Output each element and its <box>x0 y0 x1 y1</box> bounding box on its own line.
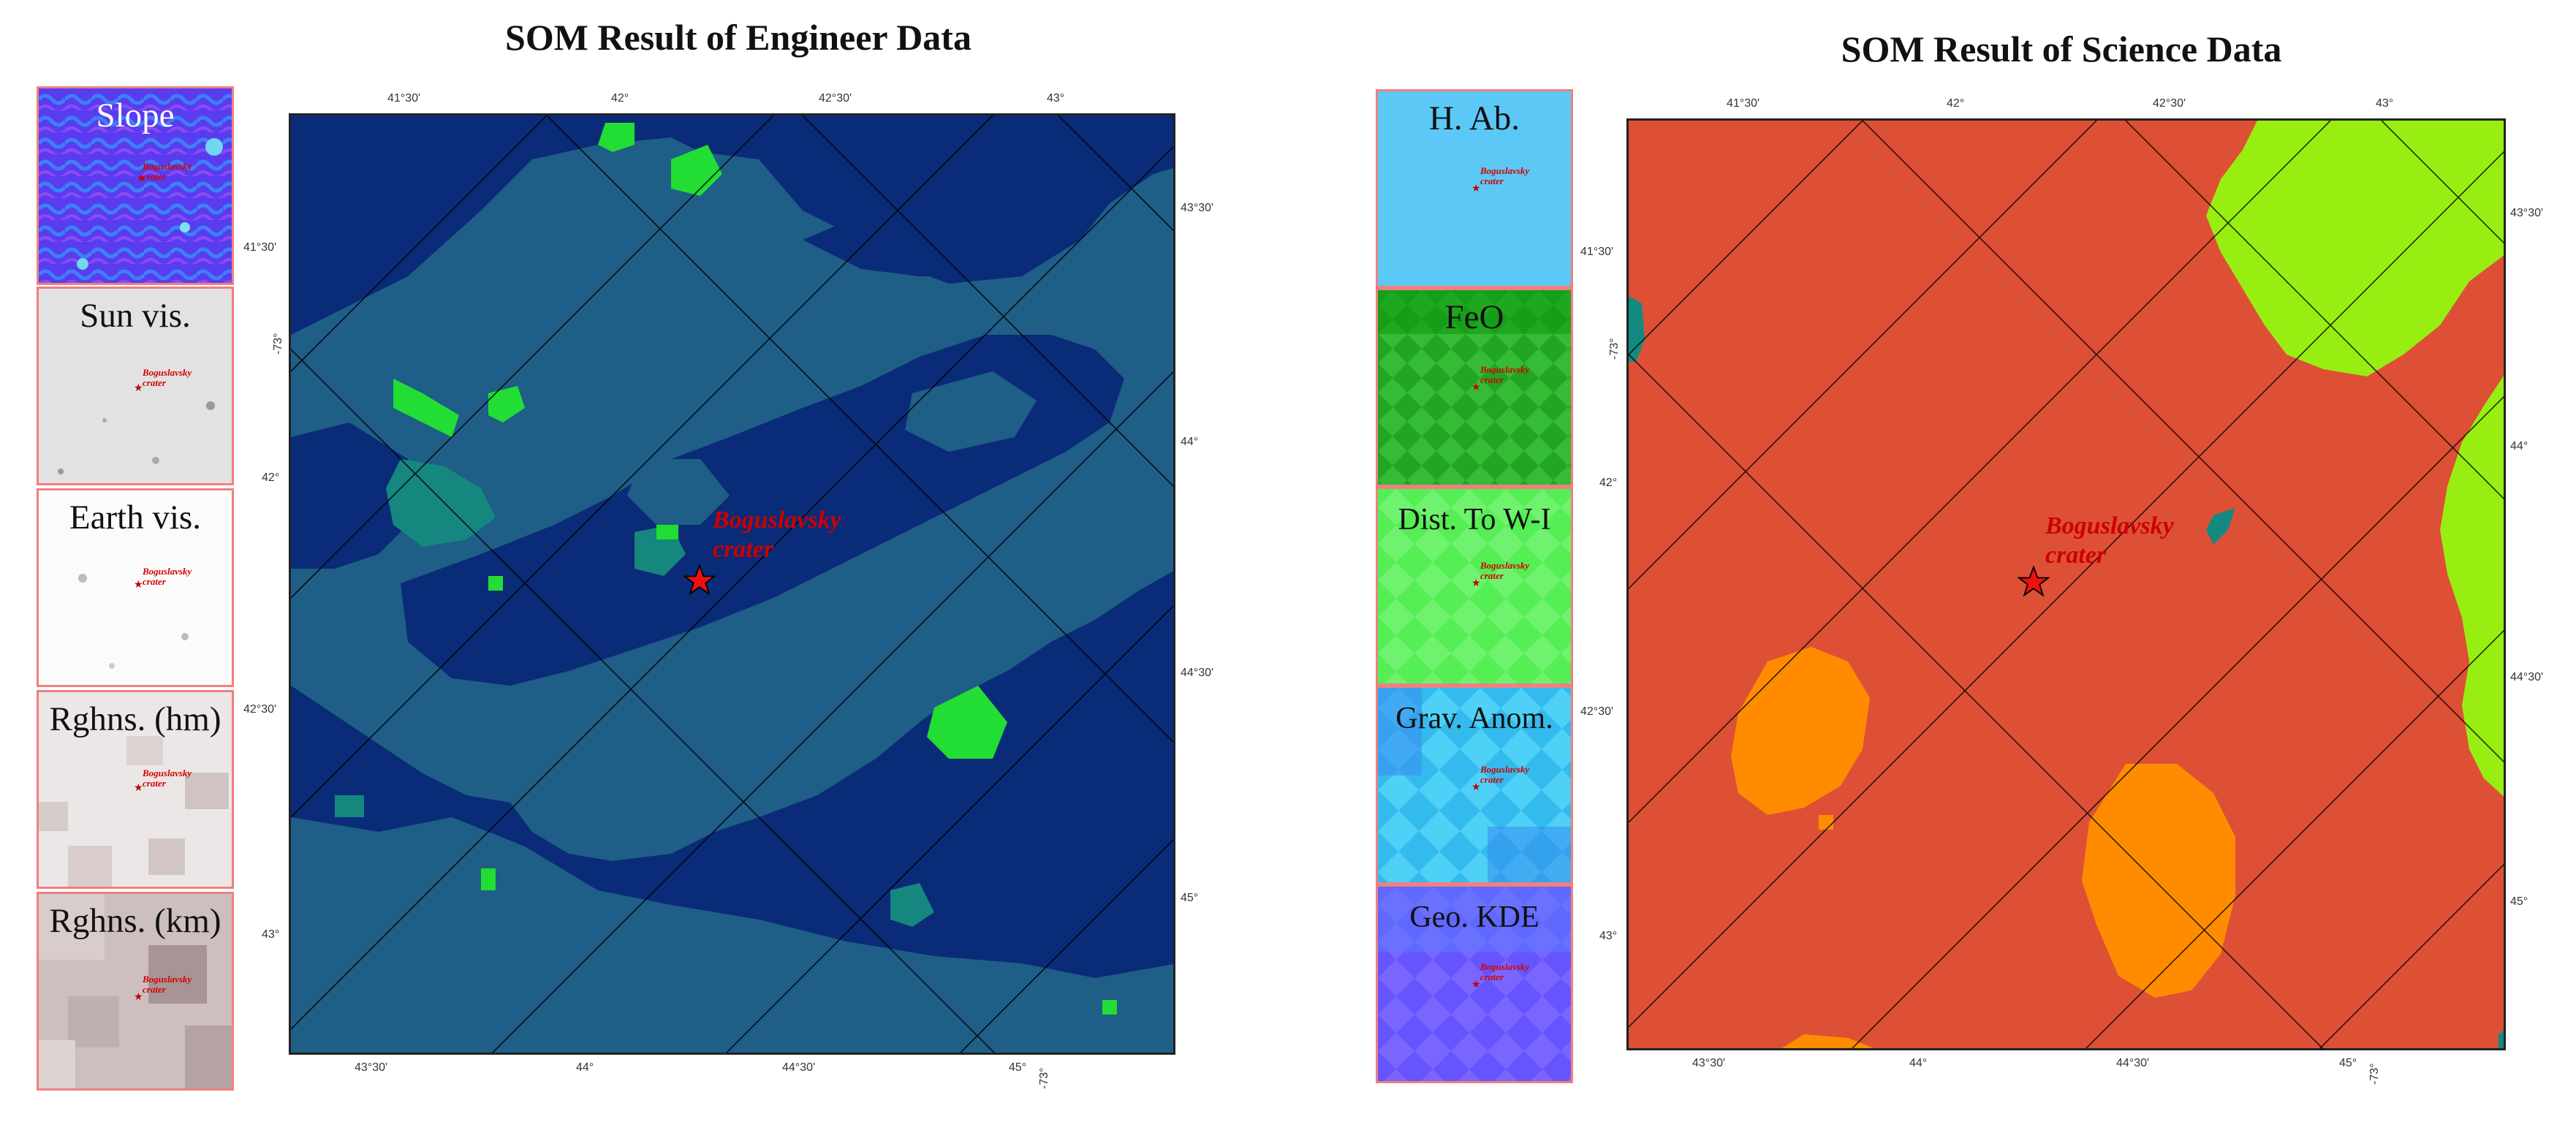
thumbnail-crater-label: Boguslavsky crater <box>1480 764 1530 785</box>
tick-bottom: 44° <box>576 1061 594 1074</box>
tick-left: 42°30' <box>1580 705 1614 718</box>
thumbnail-label: Dist. To W-I <box>1398 503 1551 537</box>
thumbnail-label: Slope <box>96 96 175 134</box>
crater-star-icon <box>2018 566 2050 597</box>
science-clusters <box>1629 121 2504 1048</box>
feo-texture <box>1378 290 1571 485</box>
earth-vis-texture <box>78 574 189 669</box>
tick-left: 43° <box>1599 930 1618 942</box>
tick-right: 44°30' <box>1181 667 1214 679</box>
tick-bottom: 44° <box>1909 1057 1928 1069</box>
tick-top: 42°30' <box>2153 97 2186 110</box>
tick-bottom: 44°30' <box>2116 1057 2150 1069</box>
tick-left: -73° <box>1608 338 1621 360</box>
tick-right: 44°30' <box>2510 671 2544 683</box>
thumbnail-roughness-hm: Rghns. (hm) ★ Boguslavsky crater <box>37 690 234 889</box>
crater-marker-icon: ★ <box>1471 979 1481 990</box>
tick-bottom: 43°30' <box>355 1061 388 1074</box>
slope-texture <box>39 88 232 283</box>
engineer-som-map[interactable] <box>289 113 1175 1055</box>
tick-left: 41°30' <box>243 241 277 254</box>
tick-right: 44° <box>1181 436 1199 448</box>
tick-top: 41°30' <box>387 92 421 105</box>
thumbnail-crater-label: Boguslavsky crater <box>143 161 192 182</box>
crater-marker-icon: ★ <box>1471 382 1481 393</box>
engineer-panel-title: SOM Result of Engineer Data <box>505 17 971 58</box>
thumbnail-slope: Slope ★ Boguslavsky crater <box>37 86 234 285</box>
thumbnail-gravity-anomaly: Grav. Anom. ★ Boguslavsky crater <box>1376 686 1573 884</box>
thumbnail-label: Sun vis. <box>80 297 191 335</box>
crater-marker-icon: ★ <box>134 383 143 394</box>
distance-texture <box>1378 489 1571 683</box>
sun-vis-texture <box>58 401 215 474</box>
thumbnail-label: Geo. KDE <box>1409 901 1539 934</box>
tick-bottom: -73° <box>1038 1067 1050 1089</box>
tick-right: 45° <box>2510 895 2528 908</box>
tick-right: 45° <box>1181 892 1199 904</box>
thumbnail-label: Rghns. (km) <box>49 902 221 940</box>
tick-left: 42°30' <box>243 703 277 716</box>
tick-top: 43° <box>1047 92 1065 105</box>
thumbnail-crater-label: Boguslavsky crater <box>1480 165 1530 186</box>
thumbnail-label: H. Ab. <box>1428 99 1520 137</box>
crater-label: Boguslavsky crater <box>713 507 841 563</box>
tick-top: 41°30' <box>1727 97 1760 110</box>
tick-bottom: 45° <box>2339 1057 2357 1069</box>
tick-bottom: 44°30' <box>782 1061 816 1074</box>
tick-left: 42° <box>262 471 280 484</box>
tick-bottom: 45° <box>1009 1061 1027 1074</box>
tick-right: 43°30' <box>2510 207 2544 219</box>
thumbnail-crater-label: Boguslavsky crater <box>143 566 192 587</box>
roughness-hm-texture <box>39 736 229 887</box>
tick-top: 42°30' <box>819 92 852 105</box>
tick-right: 44° <box>2510 440 2528 452</box>
thumbnail-hydrogen-abundance: H. Ab. ★ Boguslavsky crater <box>1376 89 1573 288</box>
tick-top: 43° <box>2376 97 2394 110</box>
thumbnail-geo-kde: Geo. KDE ★ Boguslavsky crater <box>1376 884 1573 1083</box>
crater-marker-icon: ★ <box>1471 782 1481 793</box>
thumbnail-crater-label: Boguslavsky crater <box>1480 560 1530 581</box>
roughness-km-texture <box>39 894 232 1088</box>
tick-top: 42° <box>1947 97 1965 110</box>
tick-left: 43° <box>262 928 280 941</box>
engineer-clusters <box>291 115 1173 1053</box>
crater-star-icon <box>683 564 716 596</box>
tick-left: 42° <box>1599 477 1618 489</box>
gravity-texture <box>1378 688 1571 882</box>
tick-top: 42° <box>611 92 629 105</box>
crater-marker-icon: ★ <box>1471 183 1481 194</box>
crater-label: Boguslavsky crater <box>2045 512 2174 569</box>
thumbnail-crater-label: Boguslavsky crater <box>1480 961 1530 982</box>
crater-marker-icon: ★ <box>137 173 146 184</box>
crater-marker-icon: ★ <box>134 580 143 591</box>
tick-left: -73° <box>272 333 284 355</box>
thumbnail-feo: FeO ★ Boguslavsky crater <box>1376 288 1573 487</box>
thumbnail-crater-label: Boguslavsky crater <box>143 367 192 388</box>
tick-bottom: -73° <box>2368 1063 2381 1085</box>
thumbnail-earth-visibility: Earth vis. ★ Boguslavsky crater <box>37 488 234 687</box>
thumbnail-distance-to-wi: Dist. To W-I ★ Boguslavsky crater <box>1376 487 1573 686</box>
tick-bottom: 43°30' <box>1692 1057 1726 1069</box>
thumbnail-label: Earth vis. <box>69 499 202 537</box>
thumbnail-sun-visibility: Sun vis. ★ Boguslavsky crater <box>37 287 234 485</box>
science-som-map[interactable] <box>1626 118 2506 1050</box>
tick-left: 41°30' <box>1580 246 1614 258</box>
science-panel-title: SOM Result of Science Data <box>1841 29 2282 69</box>
thumbnail-label: Grav. Anom. <box>1395 702 1553 735</box>
thumbnail-roughness-km: Rghns. (km) ★ Boguslavsky crater <box>37 892 234 1091</box>
thumbnail-crater-label: Boguslavsky crater <box>143 767 192 789</box>
kde-texture <box>1378 887 1571 1081</box>
thumbnail-label: FeO <box>1444 298 1504 336</box>
thumbnail-crater-label: Boguslavsky crater <box>143 974 192 995</box>
thumbnail-crater-label: Boguslavsky crater <box>1480 364 1530 385</box>
tick-right: 43°30' <box>1181 202 1214 214</box>
thumbnail-label: Rghns. (hm) <box>49 700 221 738</box>
crater-marker-icon: ★ <box>134 992 143 1003</box>
crater-marker-icon: ★ <box>1471 578 1481 589</box>
crater-marker-icon: ★ <box>134 783 143 794</box>
